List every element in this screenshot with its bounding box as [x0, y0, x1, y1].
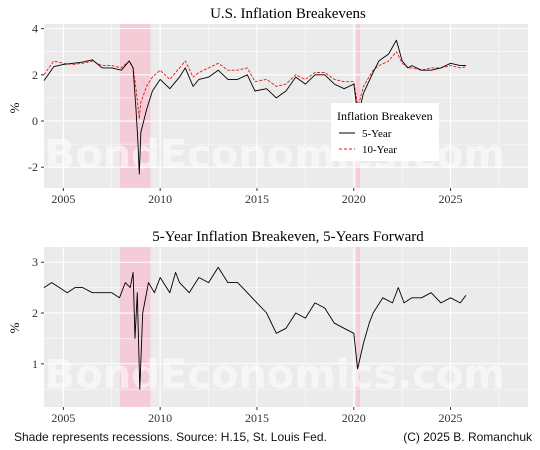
top-chart-y-tick-label: 0: [32, 114, 38, 128]
top-chart-x-tick-label: 2020: [342, 192, 366, 206]
top-chart-ylabel: %: [7, 102, 22, 113]
bottom-chart-x-tick-label: 2015: [245, 411, 269, 425]
top-chart-x-tick-label: 2025: [439, 192, 463, 206]
bottom-chart-x-tick-label: 2025: [439, 411, 463, 425]
top-chart-x-tick-label: 2010: [148, 192, 172, 206]
legend-label-five-year: 5-Year: [362, 128, 392, 140]
top-chart-title: U.S. Inflation Breakevens: [210, 6, 366, 22]
bottom-chart-title: 5-Year Inflation Breakeven, 5-Years Forw…: [152, 229, 424, 245]
bottom-chart-y-tick-label: 3: [32, 255, 38, 269]
legend-label-ten-year: 10-Year: [362, 144, 397, 156]
top-chart-x-tick-label: 2015: [245, 192, 269, 206]
bottom-chart-series-5y5y: [43, 266, 467, 390]
top-chart-y-tick-label: 2: [32, 68, 38, 82]
legend-box: [331, 103, 439, 161]
bottom-chart-panel: BondEconomics.com 2005 2010 2015 2020 2025 1 2…: [32, 247, 528, 425]
top-chart-x-tick-label: 2005: [51, 192, 75, 206]
bottom-chart-recession-band: [356, 247, 361, 407]
legend: Inflation Breakeven 5-Year 10-Year: [331, 103, 439, 161]
bottom-chart-x-tick-label: 2020: [342, 411, 366, 425]
bottom-chart-y-tick-label: 1: [32, 357, 38, 371]
bottom-chart-ylabel: %: [7, 322, 22, 333]
bottom-chart-x-tick-label: 2005: [51, 411, 75, 425]
legend-title: Inflation Breakeven: [337, 109, 433, 123]
top-chart-panel: BondEconomics.com 2005 2010 2015 2020 2025-2…: [28, 22, 528, 206]
footer-source-note: Shade represents recessions. Source: H.1…: [14, 430, 327, 444]
top-chart-recession-band: [119, 24, 151, 188]
top-chart-y-tick-label: 4: [32, 22, 38, 36]
top-chart-y-tick-label: -2: [28, 160, 38, 174]
bottom-chart-x-tick-label: 2010: [148, 411, 172, 425]
top-chart-series-10-year: [43, 51, 467, 120]
top-chart-series-5-year: [43, 39, 466, 175]
bottom-chart-y-tick-label: 2: [32, 306, 38, 320]
footer-copyright: (C) 2025 B. Romanchuk: [403, 430, 532, 444]
bottom-chart-watermark: BondEconomics.com: [45, 352, 506, 398]
